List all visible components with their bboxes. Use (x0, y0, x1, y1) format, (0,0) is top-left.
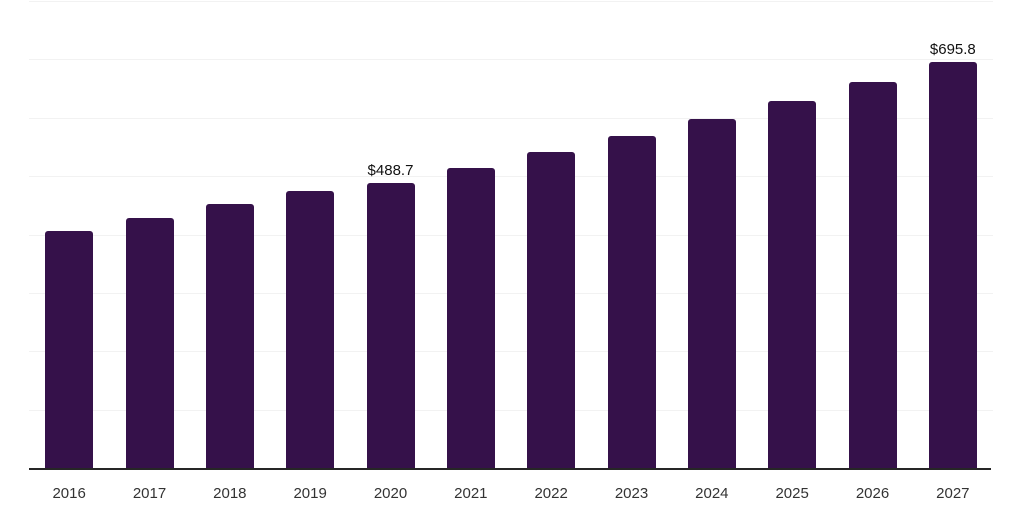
x-tick-label-2017: 2017 (132, 485, 167, 502)
x-tick-label-2027: 2027 (936, 485, 970, 502)
x-tick-label-2018: 2018 (213, 485, 247, 502)
x-axis-line (29, 468, 991, 470)
x-tick-label-2023: 2023 (614, 485, 649, 502)
bar-2018[interactable] (205, 204, 254, 468)
x-tick-label-2022: 2022 (534, 485, 568, 502)
gridline-700 (29, 59, 993, 61)
bar-value-label-2027: $695.8 (929, 40, 976, 58)
x-tick-label-2016: 2016 (52, 485, 86, 502)
bar-2020[interactable] (366, 182, 415, 468)
gridline-100 (29, 409, 993, 411)
x-tick-label-2019: 2019 (293, 485, 327, 502)
bar-2024[interactable] (687, 118, 736, 468)
x-tick-label-2026: 2026 (855, 485, 890, 502)
bar-2022[interactable] (527, 152, 576, 468)
bar-2017[interactable] (125, 218, 174, 468)
bar-2019[interactable] (286, 190, 335, 468)
bar-2021[interactable] (446, 168, 495, 468)
bar-2026[interactable] (848, 81, 897, 468)
x-tick-label-2024: 2024 (695, 485, 729, 502)
bar-2027[interactable] (928, 61, 977, 468)
gridline-500 (29, 176, 993, 178)
x-tick-label-2025: 2025 (775, 485, 809, 502)
bar-2016[interactable] (45, 231, 94, 468)
gridline-300 (29, 292, 993, 294)
bar-2023[interactable] (607, 136, 656, 468)
x-tick-label-2020: 2020 (373, 485, 408, 502)
bar-value-label-2020: $488.7 (367, 161, 414, 179)
gridline-600 (29, 117, 993, 119)
gridline-800 (29, 1, 993, 2)
x-tick-label-2021: 2021 (454, 485, 488, 502)
gridline-400 (29, 234, 993, 236)
bar-2025[interactable] (768, 100, 817, 468)
gridline-200 (29, 351, 993, 353)
